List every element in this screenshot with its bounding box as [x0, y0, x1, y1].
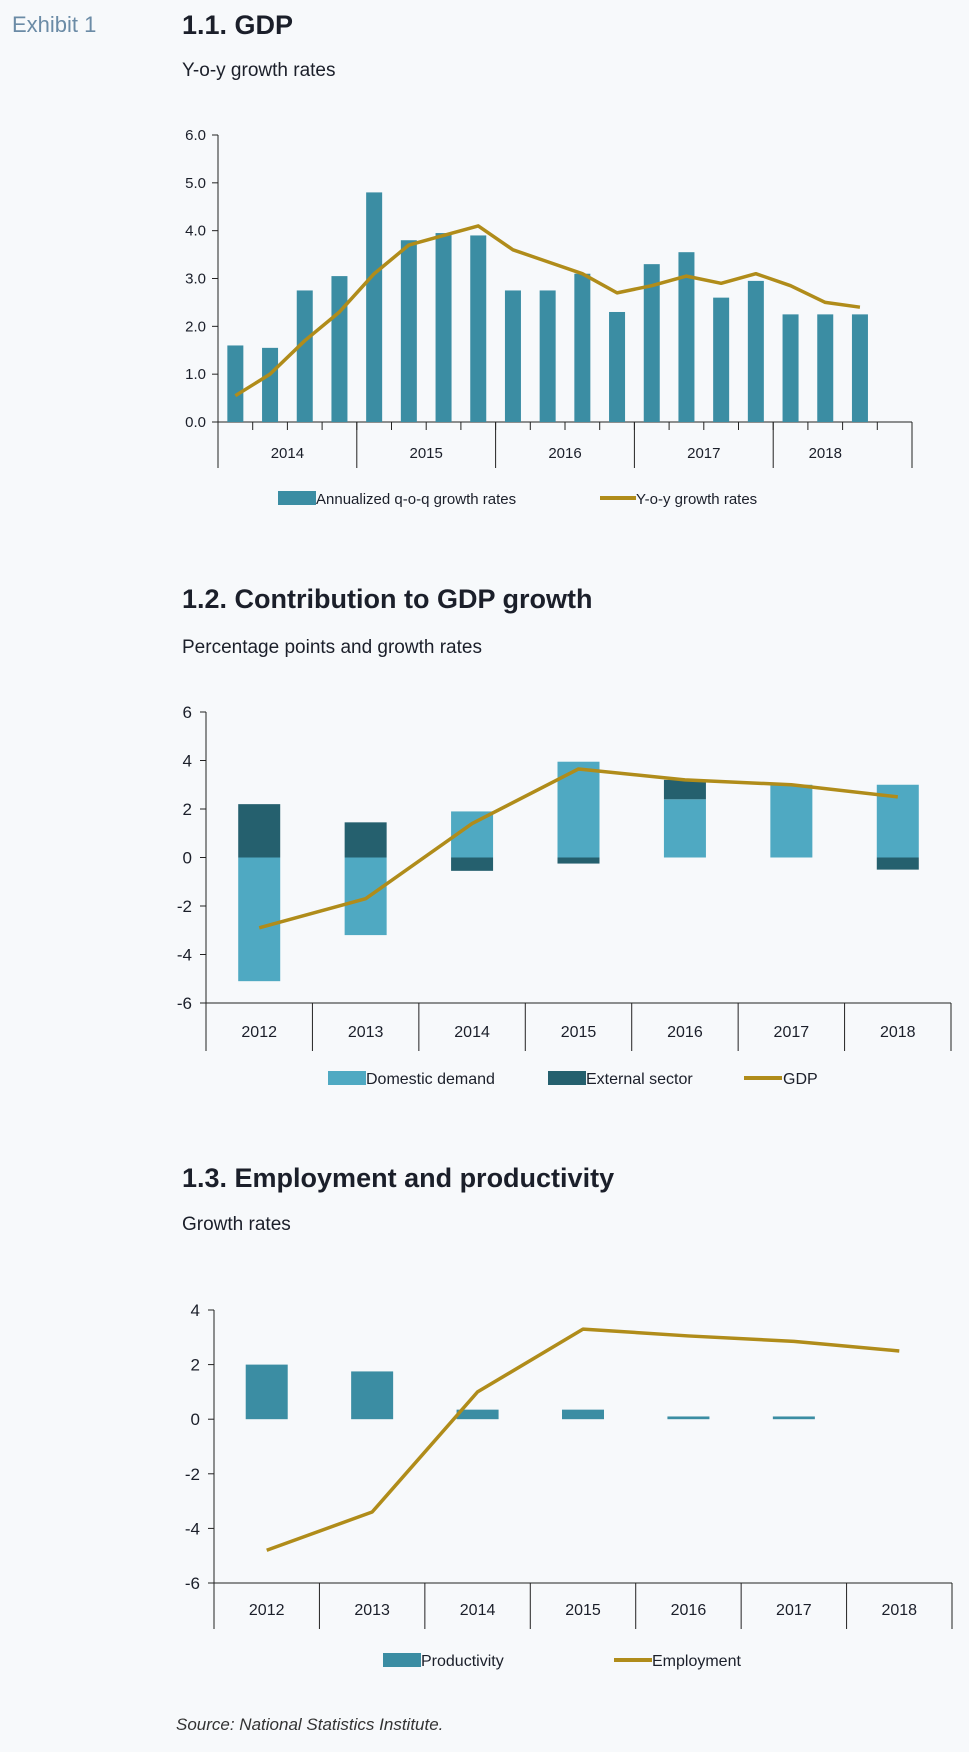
chart-title: 1.1. GDP	[182, 10, 294, 40]
legend-label: Employment	[652, 1653, 741, 1670]
x-tick-label: 2012	[241, 1024, 277, 1041]
employment-chart: -6 -4 -2 0 2 4 2012 2013 2014 2015 2016 2017 2018 Pro…	[185, 1301, 953, 1670]
contribution-chart: -6 -4 -2 0 2 4 6 2012 2013 2014 2015 2016 2017 2018 Do…	[177, 703, 952, 1088]
bar	[817, 314, 834, 422]
bar	[351, 1371, 394, 1420]
gdp-chart: 0.0 1.0 2.0 3.0 4.0 5.0 6.0 2014 2015 2016 2017 201…	[185, 127, 913, 508]
y-tick-label: -6	[177, 994, 192, 1013]
legend-swatch	[548, 1071, 586, 1085]
bar	[747, 280, 764, 422]
bar	[227, 345, 244, 422]
legend-label: Domestic demand	[366, 1071, 495, 1088]
bar	[245, 1364, 288, 1420]
bar	[678, 252, 695, 422]
bar	[574, 273, 591, 422]
legend-swatch	[383, 1653, 421, 1667]
x-tick-label: 2013	[348, 1024, 384, 1041]
chart-title: 1.3. Employment and productivity	[182, 1163, 615, 1193]
bar	[504, 290, 521, 422]
legend-label: Productivity	[421, 1653, 504, 1670]
chart-title: 1.2. Contribution to GDP growth	[182, 584, 593, 614]
bar-segment	[663, 779, 706, 800]
legend-label: Annualized q-o-q growth rates	[316, 491, 516, 508]
y-tick-label: 6.0	[185, 127, 206, 144]
bar	[400, 240, 417, 422]
y-tick-label: 2	[183, 800, 192, 819]
series-line	[266, 1327, 900, 1552]
bar	[456, 1409, 499, 1420]
x-tick-label: 2012	[249, 1602, 285, 1619]
y-tick-label: 2	[191, 1356, 200, 1375]
y-tick-label: 3.0	[185, 271, 206, 288]
bar	[782, 314, 799, 422]
bar-segment	[238, 804, 281, 858]
y-tick-label: -4	[185, 1519, 200, 1538]
y-tick-label: -2	[177, 897, 192, 916]
bar-segment	[770, 784, 813, 858]
chart-subtitle: Y-o-y growth rates	[182, 60, 336, 81]
y-tick-label: 0	[191, 1410, 200, 1429]
y-tick-label: 4.0	[185, 223, 206, 240]
series-line	[234, 224, 861, 398]
bar	[262, 347, 279, 422]
x-tick-label: 2017	[687, 445, 720, 462]
x-tick-label: 2016	[671, 1602, 707, 1619]
y-tick-label: 4	[191, 1301, 200, 1320]
y-tick-label: 6	[183, 703, 192, 722]
y-tick-label: 5.0	[185, 175, 206, 192]
bar	[296, 290, 313, 422]
bar-segment	[876, 857, 919, 870]
x-tick-label: 2017	[776, 1602, 812, 1619]
series-line	[258, 767, 898, 930]
legend-label: External sector	[586, 1071, 693, 1088]
x-tick-label: 2015	[410, 445, 443, 462]
legend-swatch	[328, 1071, 366, 1085]
bar	[435, 233, 452, 422]
y-tick-label: 0	[183, 849, 192, 868]
legend-label: GDP	[783, 1071, 818, 1088]
y-tick-label: -4	[177, 946, 192, 965]
bar	[772, 1416, 815, 1420]
x-tick-label: 2018	[881, 1602, 917, 1619]
chart-subtitle: Growth rates	[182, 1214, 291, 1235]
bar-segment	[238, 857, 281, 982]
bar-segment	[344, 822, 387, 858]
bar	[667, 1416, 710, 1420]
legend-swatch	[278, 491, 316, 505]
x-tick-label: 2014	[271, 445, 304, 462]
x-tick-label: 2018	[809, 445, 842, 462]
chart-subtitle: Percentage points and growth rates	[182, 637, 482, 658]
y-tick-label: -6	[185, 1574, 200, 1593]
legend-label: Y-o-y growth rates	[636, 491, 757, 508]
bar	[366, 192, 383, 422]
x-tick-label: 2015	[561, 1024, 597, 1041]
exhibit-label: Exhibit 1	[12, 12, 97, 37]
bar	[470, 235, 487, 422]
bar	[562, 1409, 604, 1420]
y-tick-label: 4	[183, 752, 192, 771]
x-tick-label: 2014	[454, 1024, 490, 1041]
x-tick-label: 2018	[880, 1024, 916, 1041]
bar-segment	[663, 799, 706, 858]
y-tick-label: -2	[185, 1465, 200, 1484]
bar	[609, 311, 626, 422]
x-tick-label: 2016	[548, 445, 581, 462]
bar	[851, 314, 868, 422]
x-tick-label: 2013	[354, 1602, 390, 1619]
x-tick-label: 2014	[460, 1602, 496, 1619]
source-note: Source: National Statistics Institute.	[176, 1715, 444, 1734]
y-tick-label: 2.0	[185, 318, 206, 335]
bar-segment	[451, 857, 494, 871]
bar-segment	[557, 857, 600, 864]
bar	[713, 297, 730, 422]
bar	[331, 276, 348, 422]
bar-segment	[344, 857, 387, 936]
y-tick-label: 1.0	[185, 366, 206, 383]
x-tick-label: 2015	[565, 1602, 601, 1619]
bar	[643, 264, 660, 422]
x-tick-label: 2016	[667, 1024, 703, 1041]
x-tick-label: 2017	[774, 1024, 810, 1041]
y-tick-label: 0.0	[185, 414, 206, 431]
bar	[539, 290, 556, 422]
